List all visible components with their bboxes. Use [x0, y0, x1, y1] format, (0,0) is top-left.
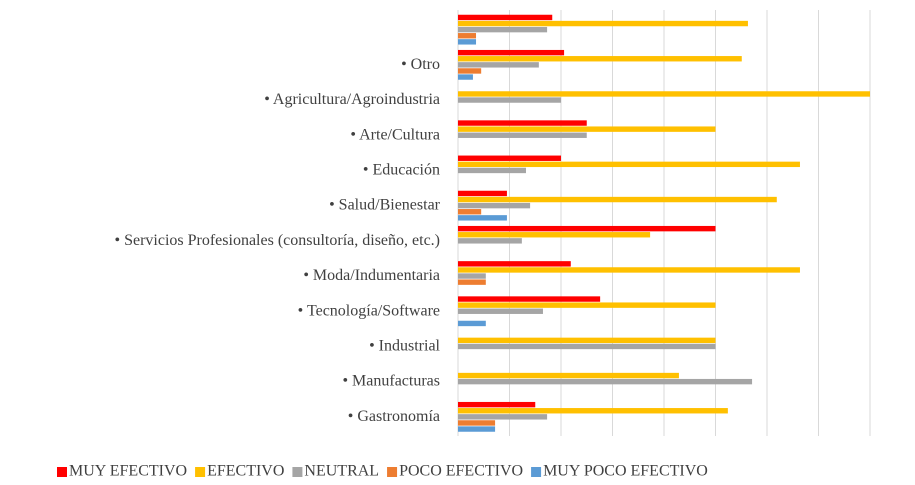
legend-label: MUY EFECTIVO — [69, 463, 187, 480]
y-tick-label: • Gastronomía — [348, 408, 440, 425]
bar — [458, 302, 716, 308]
bar — [458, 296, 601, 302]
legend-swatch — [387, 467, 398, 477]
bar — [458, 261, 571, 267]
legend-label: NEUTRAL — [304, 463, 379, 480]
bar — [458, 14, 553, 21]
y-tick-label: • Otro — [401, 56, 440, 73]
y-tick-label: • Servicios Profesionales (consultoría, … — [114, 232, 440, 249]
bar — [458, 232, 651, 238]
bar — [458, 273, 486, 279]
bar — [458, 126, 716, 132]
bar — [458, 372, 679, 379]
bar — [458, 68, 482, 74]
bar — [458, 26, 548, 33]
legend-swatch — [292, 467, 303, 477]
bar — [458, 56, 742, 62]
bar — [458, 20, 748, 27]
bar — [458, 39, 477, 45]
legend-label: POCO EFECTIVO — [399, 463, 523, 480]
bar — [458, 62, 539, 68]
y-tick-label: • Educación — [363, 161, 440, 178]
bar — [458, 132, 587, 138]
bar — [458, 190, 507, 197]
bar — [458, 267, 800, 273]
bar — [458, 49, 565, 56]
bar — [458, 202, 531, 209]
bar — [458, 343, 716, 350]
bar — [458, 420, 496, 426]
bar — [458, 401, 536, 408]
bar — [458, 426, 496, 432]
bar — [458, 279, 486, 285]
legend-swatch — [57, 467, 67, 477]
y-tick-label: • Agricultura/Agroindustria — [264, 91, 440, 108]
bar — [458, 33, 477, 39]
y-tick-label: • Moda/Indumentaria — [303, 267, 440, 284]
legend-label: MUY POCO EFECTIVO — [543, 463, 708, 480]
y-tick-label: • Manufacturas — [342, 373, 440, 390]
bar — [458, 155, 561, 161]
bar — [458, 414, 548, 420]
legend-label: EFECTIVO — [207, 463, 284, 480]
bar — [458, 209, 482, 215]
y-tick-label: • Industrial — [369, 337, 440, 354]
legend-swatch — [195, 467, 206, 477]
legend-swatch — [531, 467, 542, 477]
bar — [458, 167, 526, 174]
y-tick-label: • Tecnología/Software — [298, 302, 440, 319]
y-tick-label: • Arte/Cultura — [350, 126, 440, 143]
bar — [458, 238, 522, 244]
bar — [458, 161, 800, 168]
y-tick-label: • Salud/Bienestar — [329, 197, 441, 214]
bar — [458, 91, 870, 97]
bar — [458, 320, 486, 327]
bar — [458, 308, 543, 314]
bar — [458, 225, 716, 232]
bar — [458, 120, 587, 126]
bar — [458, 74, 473, 80]
bar — [458, 378, 753, 385]
bar — [458, 97, 561, 103]
bar — [458, 337, 716, 344]
bar — [458, 215, 507, 221]
bar — [458, 196, 777, 203]
bar — [458, 408, 728, 414]
